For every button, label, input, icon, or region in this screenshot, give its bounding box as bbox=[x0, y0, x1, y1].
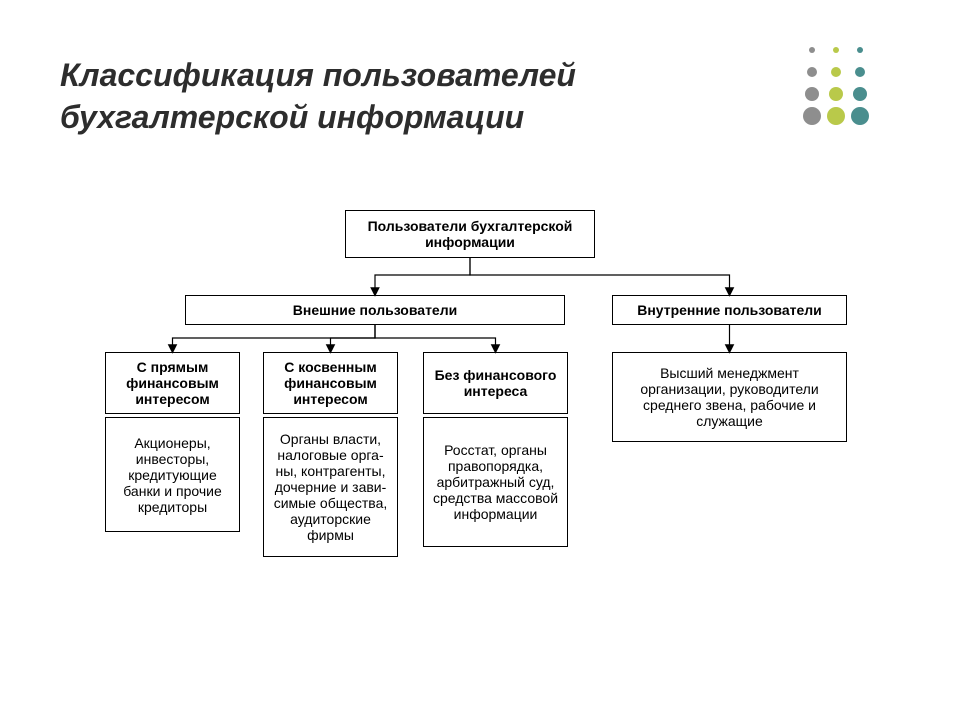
decor-dot bbox=[807, 67, 817, 77]
node-c2h: С косвенным финансовым интересом bbox=[263, 352, 398, 414]
edge-root-ext bbox=[375, 258, 470, 292]
node-intb: Высший менеджмент организации, руководит… bbox=[612, 352, 847, 442]
decor-dot bbox=[827, 107, 845, 125]
edge-ext-c1h bbox=[173, 325, 376, 349]
node-ext: Внешние пользователи bbox=[185, 295, 565, 325]
decor-dot bbox=[805, 87, 819, 101]
node-root: Пользователи бухгалтерской информации bbox=[345, 210, 595, 258]
decor-dot bbox=[853, 87, 867, 101]
decor-dot bbox=[855, 67, 865, 77]
node-c2b: Органы власти, налоговые орга-ны, контра… bbox=[263, 417, 398, 557]
decor-dot bbox=[829, 87, 843, 101]
decor-dot bbox=[803, 107, 821, 125]
edge-root-int bbox=[470, 258, 730, 292]
decor-dot bbox=[857, 47, 863, 53]
slide-title: Классификация пользователей бухгалтерско… bbox=[60, 55, 760, 138]
edge-ext-c3h bbox=[375, 325, 496, 349]
edge-ext-c2h bbox=[331, 325, 376, 349]
decor-dots bbox=[800, 40, 920, 140]
node-int: Внутренние пользователи bbox=[612, 295, 847, 325]
node-c1h: С прямым финансовым интересом bbox=[105, 352, 240, 414]
decor-dot bbox=[809, 47, 815, 53]
node-c1b: Акционеры, инвесторы, кредитующие банки … bbox=[105, 417, 240, 532]
decor-dot bbox=[833, 47, 839, 53]
decor-dot bbox=[831, 67, 841, 77]
node-c3h: Без финансового интереса bbox=[423, 352, 568, 414]
decor-dot bbox=[851, 107, 869, 125]
node-c3b: Росстат, органы правопорядка, арбитражны… bbox=[423, 417, 568, 547]
